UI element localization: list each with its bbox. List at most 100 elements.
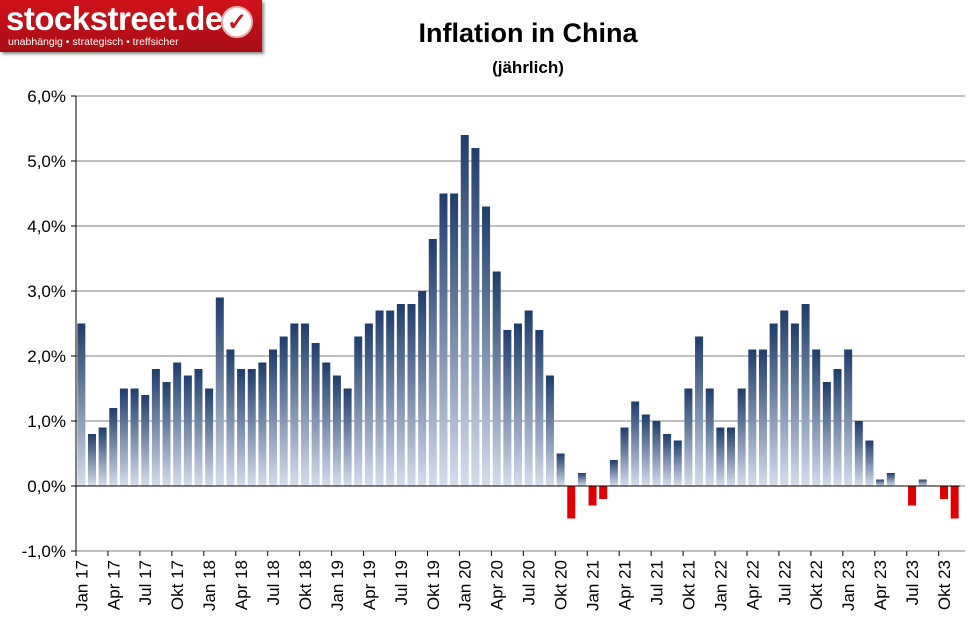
x-tick-label: Okt 21 <box>679 560 698 610</box>
x-tick-label: Jul 20 <box>520 560 539 605</box>
bar <box>237 369 246 486</box>
logo-tagline: unabhängig • strategisch • treffsicher <box>8 36 179 48</box>
x-tick-label: Jul 21 <box>647 560 666 605</box>
bar <box>215 297 224 486</box>
logo-name: stockstreet.de <box>6 0 223 37</box>
bar <box>460 135 469 486</box>
y-tick-label: 6,0% <box>27 87 66 106</box>
bar <box>737 388 746 486</box>
bar <box>790 323 799 486</box>
checkmark-icon: ✓ <box>221 6 253 38</box>
bar <box>396 304 405 486</box>
bar <box>812 349 821 486</box>
bar <box>332 375 341 486</box>
bar <box>844 349 853 486</box>
x-tick-label: Jan 19 <box>328 560 347 611</box>
y-tick-label: 2,0% <box>27 347 66 366</box>
bar <box>407 304 416 486</box>
bar <box>801 304 810 486</box>
bar <box>226 349 235 486</box>
bar <box>652 421 661 486</box>
x-tick-label: Jan 22 <box>711 560 730 611</box>
x-tick-label: Jan 20 <box>456 560 475 611</box>
x-tick-label: Okt 19 <box>424 560 443 610</box>
bar <box>833 369 842 486</box>
x-tick-label: Okt 22 <box>807 560 826 610</box>
x-tick-label: Apr 21 <box>616 560 635 610</box>
x-tick-label: Jan 23 <box>839 560 858 611</box>
bar <box>705 388 714 486</box>
x-tick-label: Apr 17 <box>104 560 123 610</box>
bar <box>290 323 299 486</box>
bar <box>439 193 448 486</box>
x-tick-label: Apr 22 <box>743 560 762 610</box>
bar <box>695 336 704 486</box>
y-tick-label: -1,0% <box>22 542 66 561</box>
x-tick-label: Okt 17 <box>168 560 187 610</box>
bar <box>258 362 267 486</box>
bar <box>780 310 789 486</box>
bar <box>151 369 160 486</box>
bar <box>450 193 459 486</box>
x-tick-label: Apr 18 <box>232 560 251 610</box>
bar <box>876 479 885 486</box>
bar <box>354 336 363 486</box>
x-tick-label: Apr 23 <box>871 560 890 610</box>
x-tick-label: Jan 21 <box>584 560 603 611</box>
bar <box>950 486 959 519</box>
bar <box>130 388 139 486</box>
x-tick-label: Jan 17 <box>72 560 91 611</box>
bar <box>641 414 650 486</box>
x-tick-label: Jul 18 <box>264 560 283 605</box>
bar <box>663 434 672 486</box>
bar <box>588 486 597 506</box>
bar <box>269 349 278 486</box>
bar <box>599 486 608 499</box>
bar <box>492 271 501 486</box>
bar <box>205 388 214 486</box>
bar <box>311 343 320 486</box>
bar <box>758 349 767 486</box>
x-tick-label: Jul 19 <box>392 560 411 605</box>
bar <box>77 323 86 486</box>
x-tick-label: Okt 18 <box>296 560 315 610</box>
bar <box>428 239 437 486</box>
chart-title: Inflation in China <box>418 18 638 48</box>
bar <box>524 310 533 486</box>
bar <box>631 401 640 486</box>
bar <box>162 382 171 486</box>
bar <box>300 323 309 486</box>
bar <box>556 453 565 486</box>
x-tick-label: Jul 17 <box>136 560 155 605</box>
y-tick-label: 0,0% <box>27 477 66 496</box>
bar <box>908 486 917 506</box>
bar <box>173 362 182 486</box>
bar <box>364 323 373 486</box>
chart-subtitle: (jährlich) <box>492 58 564 77</box>
bar <box>279 336 288 486</box>
y-tick-label: 5,0% <box>27 152 66 171</box>
x-tick-label: Jan 18 <box>200 560 219 611</box>
bar <box>375 310 384 486</box>
bar <box>322 362 331 486</box>
bar <box>940 486 949 499</box>
bar <box>343 388 352 486</box>
bar <box>247 369 256 486</box>
bar <box>194 369 203 486</box>
x-tick-label: Okt 20 <box>552 560 571 610</box>
bar <box>918 479 927 486</box>
bar <box>109 408 118 486</box>
bar <box>609 460 618 486</box>
bar <box>577 473 586 486</box>
bar <box>748 349 757 486</box>
bar <box>822 382 831 486</box>
bar <box>386 310 395 486</box>
bar <box>471 148 480 486</box>
bar <box>514 323 522 486</box>
x-tick-label: Apr 19 <box>360 560 379 610</box>
bar <box>673 440 682 486</box>
bar <box>87 434 96 486</box>
bar <box>119 388 128 486</box>
x-tick-label: Apr 20 <box>488 560 507 610</box>
